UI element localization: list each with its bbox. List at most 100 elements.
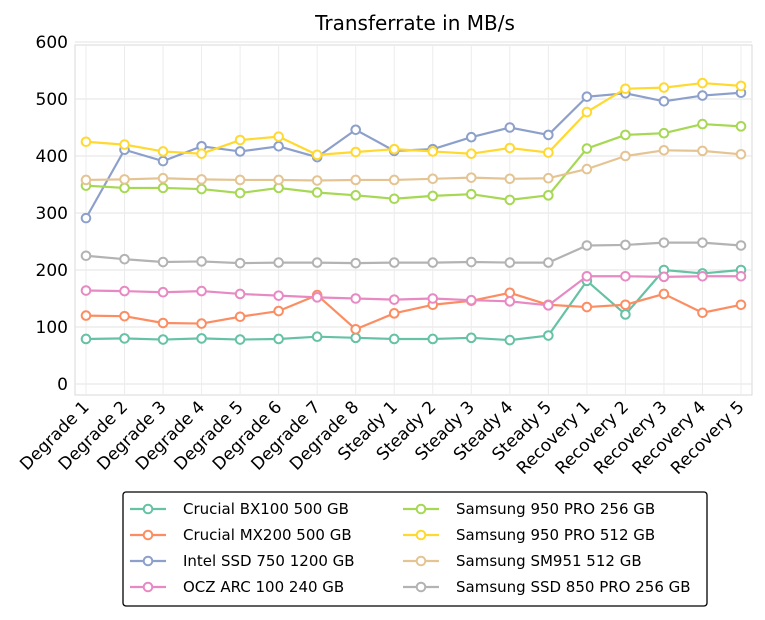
series-line [85, 149, 742, 182]
series-ocz-arc-100-240-gb [80, 270, 747, 311]
data-point [465, 131, 477, 143]
data-point [620, 309, 631, 320]
data-point [157, 146, 169, 157]
legend-swatch-marker [142, 529, 154, 541]
data-point [543, 129, 554, 141]
data-point [196, 256, 207, 267]
legend-item: OCZ ARC 100 240 GB [130, 578, 344, 596]
data-point [465, 172, 477, 183]
series-line [85, 81, 742, 156]
data-point [504, 142, 516, 154]
chart-title: Transferrate in MB/s [314, 11, 515, 35]
legend-item: Samsung SSD 850 PRO 256 GB [403, 578, 691, 596]
legend-item: Crucial BX100 500 GB [130, 500, 349, 518]
data-point [196, 183, 207, 195]
data-point [620, 150, 631, 162]
data-point [543, 300, 554, 311]
data-point [273, 174, 284, 186]
data-point [119, 174, 130, 185]
data-point [273, 305, 284, 317]
data-point [658, 288, 670, 300]
data-point [697, 237, 708, 248]
data-point [427, 146, 439, 157]
data-point [311, 187, 323, 198]
data-point [465, 294, 477, 306]
data-point [697, 145, 708, 157]
legend-swatch-marker [142, 581, 154, 593]
data-point [543, 257, 554, 268]
legend-swatch-marker [142, 555, 154, 567]
data-point [311, 149, 323, 161]
data-point [388, 308, 400, 319]
data-point [388, 193, 400, 205]
y-tick-label: 500 [36, 90, 68, 110]
data-point [581, 301, 593, 313]
plot-area [74, 44, 753, 396]
data-point [543, 330, 554, 341]
data-point [311, 257, 323, 268]
data-point [350, 124, 362, 136]
data-point [427, 293, 439, 304]
data-point [234, 257, 246, 269]
legend-item: Intel SSD 750 1200 GB [130, 552, 355, 570]
data-point [543, 172, 554, 184]
data-point [658, 237, 670, 248]
data-point [581, 270, 593, 282]
data-point [697, 77, 708, 89]
data-point [80, 310, 92, 321]
y-axis-ticks: 0 100 200 300 400 500 600 [36, 33, 68, 395]
data-point [80, 285, 92, 296]
data-point [196, 148, 207, 160]
legend-label: Intel SSD 750 1200 GB [183, 552, 355, 570]
legend-item: Samsung SM951 512 GB [403, 552, 642, 570]
data-point [350, 293, 362, 304]
data-point [581, 163, 593, 175]
data-point [388, 333, 400, 345]
data-point [350, 257, 362, 269]
data-point [658, 82, 670, 93]
data-point [234, 288, 246, 300]
data-point [581, 143, 593, 154]
data-point [311, 331, 323, 342]
data-point [234, 146, 246, 157]
data-point [465, 332, 477, 344]
data-point [350, 174, 362, 186]
legend: Crucial BX100 500 GB Crucial MX200 500 GB… [122, 491, 708, 607]
series-samsung-ssd-850-pro-256-gb [80, 237, 747, 269]
data-point [350, 323, 362, 335]
legend-item: Samsung 950 PRO 512 GB [403, 526, 655, 544]
y-tick-label: 400 [36, 147, 68, 167]
data-point [196, 174, 207, 185]
plot-frame [74, 44, 753, 396]
data-point [697, 270, 708, 282]
series-line [85, 122, 742, 201]
data-point [119, 182, 130, 194]
data-point [80, 250, 92, 262]
data-point [234, 187, 246, 199]
series-samsung-950-pro-512-gb [80, 77, 747, 161]
y-tick-label: 600 [36, 33, 68, 53]
data-point [504, 257, 516, 268]
data-point [350, 146, 362, 158]
data-point [157, 317, 169, 329]
legend-label: Samsung 950 PRO 256 GB [456, 500, 655, 518]
data-point [735, 270, 747, 282]
data-point [620, 270, 631, 282]
data-point [735, 240, 747, 251]
data-point [465, 188, 477, 200]
data-point [735, 80, 747, 92]
legend-item: Crucial MX200 500 GB [130, 526, 352, 544]
data-point [504, 296, 516, 307]
data-point [157, 334, 169, 345]
data-point [504, 173, 516, 185]
data-point [80, 174, 92, 186]
legend-label: Samsung SSD 850 PRO 256 GB [456, 578, 691, 596]
grid [75, 41, 752, 395]
data-point [658, 145, 670, 156]
data-point [234, 174, 246, 186]
data-point [196, 285, 207, 297]
y-tick-label: 0 [57, 375, 68, 395]
data-point [388, 257, 400, 268]
data-point [427, 333, 439, 345]
